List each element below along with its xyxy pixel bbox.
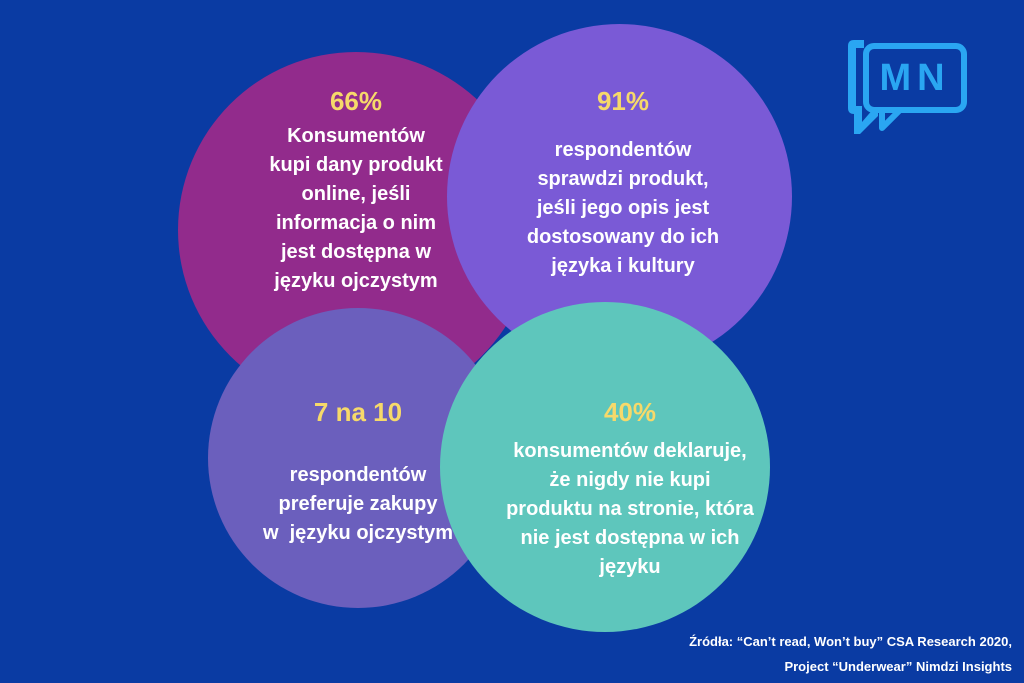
stat-value: 66%: [329, 86, 383, 116]
mn-logo: MN: [842, 34, 972, 140]
source-note: Źródła: “Can’t read, Won’t buy” CSA Rese…: [572, 629, 1012, 679]
stat-description: Konsumentów kupi dany produkt online, je…: [225, 122, 487, 296]
stat-line: w języku ojczystym: [262, 522, 454, 544]
speech-bubble-icon: MN: [848, 40, 967, 134]
stat-line: nie jest dostępna w ich: [520, 527, 740, 549]
stat-91-percent: 91% respondentów sprawdzi produkt, jeśli…: [508, 86, 738, 281]
stat-line: że nigdy nie kupi: [549, 469, 711, 491]
stat-line: produktu na stronie, która: [506, 498, 754, 520]
stat-66-percent: 66% Konsumentów kupi dany produkt online…: [225, 86, 487, 296]
stat-line: respondentów: [554, 139, 692, 161]
stat-line: języka i kultury: [551, 255, 695, 277]
stat-line: kupi dany produkt: [269, 154, 443, 176]
stat-description: konsumentów deklaruje, że nigdy nie kupi…: [470, 437, 790, 582]
stat-line: języku: [599, 556, 661, 578]
stat-line: sprawdzi produkt,: [537, 168, 709, 190]
stat-description: respondentów sprawdzi produkt, jeśli jeg…: [508, 136, 738, 281]
stat-value: 7 na 10: [313, 397, 403, 427]
logo-text: MN: [879, 57, 950, 99]
circle-teal: [440, 302, 770, 632]
stat-line: respondentów: [289, 464, 427, 486]
stat-line: jest dostępna w: [280, 241, 432, 263]
stat-value: 40%: [603, 397, 657, 427]
stat-40-percent: 40% konsumentów deklaruje, że nigdy nie …: [470, 397, 790, 582]
stat-description: respondentów preferuje zakupy w języku o…: [228, 461, 488, 548]
source-line-1: Źródła: “Can’t read, Won’t buy” CSA Rese…: [689, 634, 1012, 649]
stat-value: 91%: [596, 86, 650, 116]
stat-7-na-10: 7 na 10 respondentów preferuje zakupy w …: [228, 397, 488, 548]
stat-line: online, jeśli: [301, 183, 411, 205]
stat-line: jeśli jego opis jest: [536, 197, 710, 219]
stat-line: konsumentów deklaruje,: [513, 440, 747, 462]
stat-line: preferuje zakupy: [278, 493, 438, 515]
stat-line: języku ojczystym: [274, 270, 438, 292]
stat-line: Konsumentów: [287, 125, 425, 147]
stat-line: informacja o nim: [275, 212, 437, 234]
stat-line: dostosowany do ich: [526, 226, 720, 248]
source-line-2: Project “Underwear” Nimdzi Insights: [784, 659, 1012, 674]
